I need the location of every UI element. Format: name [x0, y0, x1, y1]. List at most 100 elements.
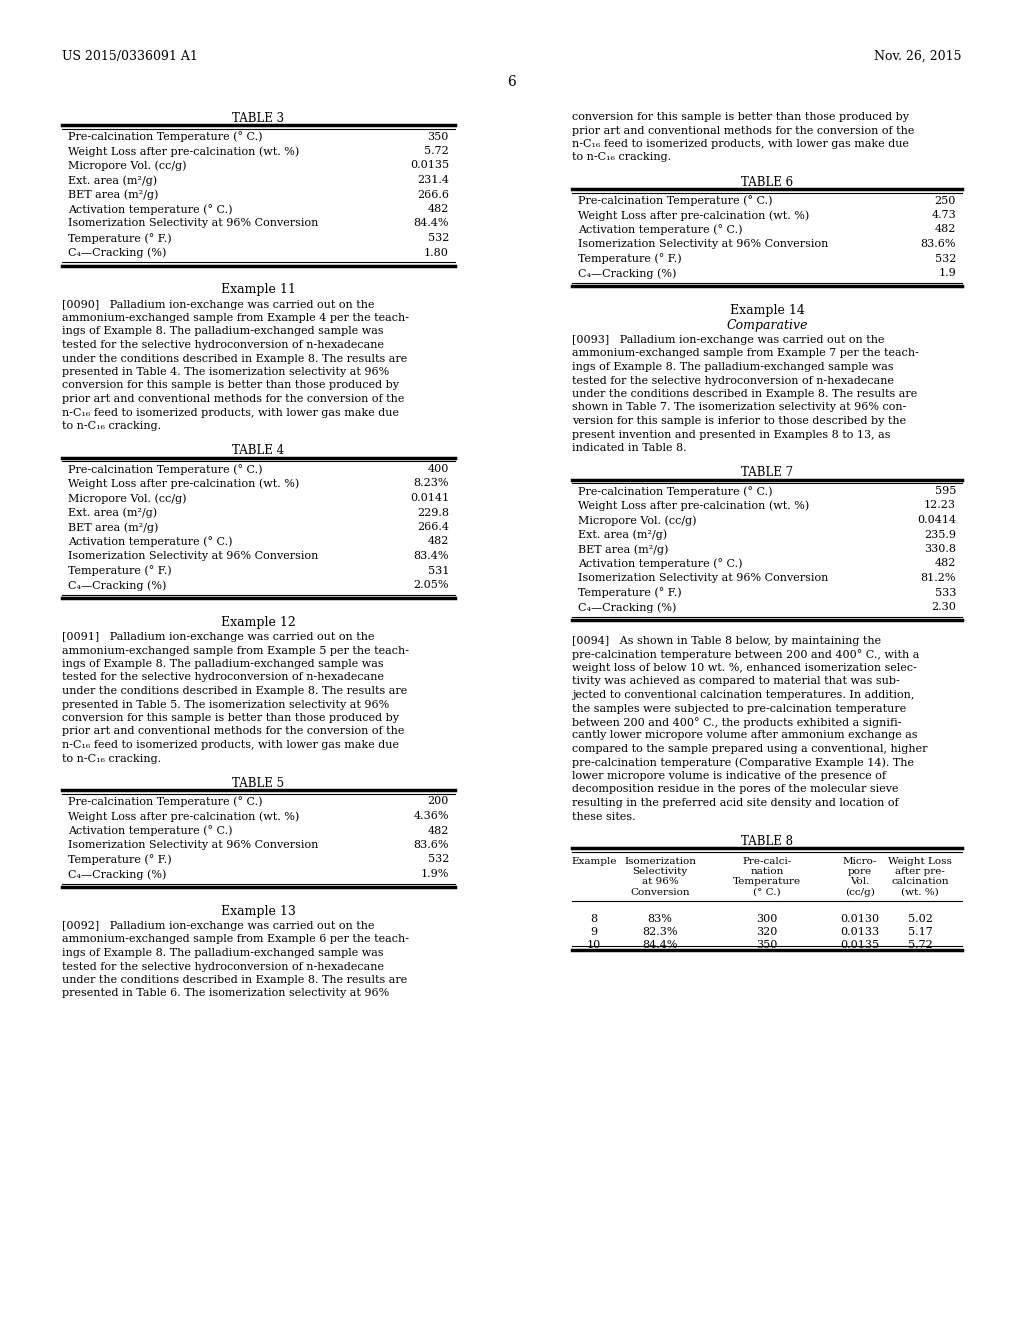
- Text: 1.9%: 1.9%: [421, 869, 449, 879]
- Text: 4.36%: 4.36%: [414, 810, 449, 821]
- Text: Isomerization Selectivity at 96% Conversion: Isomerization Selectivity at 96% Convers…: [68, 550, 318, 561]
- Text: tested for the selective hydroconversion of n-hexadecane: tested for the selective hydroconversion…: [62, 961, 384, 972]
- Text: cantly lower micropore volume after ammonium exchange as: cantly lower micropore volume after ammo…: [572, 730, 918, 741]
- Text: present invention and presented in Examples 8 to 13, as: present invention and presented in Examp…: [572, 429, 891, 440]
- Text: Temperature (° F.): Temperature (° F.): [68, 565, 172, 577]
- Text: Ext. area (m²/g): Ext. area (m²/g): [68, 507, 157, 517]
- Text: shown in Table 7. The isomerization selectivity at 96% con-: shown in Table 7. The isomerization sele…: [572, 403, 906, 412]
- Text: 350: 350: [757, 940, 777, 950]
- Text: 0.0135: 0.0135: [410, 161, 449, 170]
- Text: [0091]   Palladium ion-exchange was carried out on the: [0091] Palladium ion-exchange was carrie…: [62, 632, 375, 642]
- Text: under the conditions described in Example 8. The results are: under the conditions described in Exampl…: [572, 389, 918, 399]
- Text: ammonium-exchanged sample from Example 7 per the teach-: ammonium-exchanged sample from Example 7…: [572, 348, 919, 359]
- Text: Pre-calcination Temperature (° C.): Pre-calcination Temperature (° C.): [578, 195, 772, 206]
- Text: 4.73: 4.73: [931, 210, 956, 220]
- Text: 482: 482: [935, 558, 956, 569]
- Text: to n-C₁₆ cracking.: to n-C₁₆ cracking.: [62, 421, 161, 432]
- Text: C₄—Cracking (%): C₄—Cracking (%): [578, 602, 677, 612]
- Text: Isomerization: Isomerization: [624, 857, 696, 866]
- Text: ammonium-exchanged sample from Example 4 per the teach-: ammonium-exchanged sample from Example 4…: [62, 313, 409, 323]
- Text: 84.4%: 84.4%: [414, 219, 449, 228]
- Text: after pre-: after pre-: [895, 867, 945, 876]
- Text: prior art and conventional methods for the conversion of the: prior art and conventional methods for t…: [62, 393, 404, 404]
- Text: 83%: 83%: [647, 913, 673, 924]
- Text: 5.72: 5.72: [424, 147, 449, 156]
- Text: (° C.): (° C.): [754, 888, 781, 898]
- Text: version for this sample is inferior to those described by the: version for this sample is inferior to t…: [572, 416, 906, 426]
- Text: Selectivity: Selectivity: [633, 867, 688, 876]
- Text: BET area (m²/g): BET area (m²/g): [68, 190, 159, 201]
- Text: 0.0130: 0.0130: [841, 913, 880, 924]
- Text: 595: 595: [935, 486, 956, 496]
- Text: 1.80: 1.80: [424, 248, 449, 257]
- Text: presented in Table 5. The isomerization selectivity at 96%: presented in Table 5. The isomerization …: [62, 700, 389, 710]
- Text: C₄—Cracking (%): C₄—Cracking (%): [68, 579, 166, 590]
- Text: at 96%: at 96%: [642, 878, 678, 887]
- Text: Pre-calcination Temperature (° C.): Pre-calcination Temperature (° C.): [68, 796, 262, 808]
- Text: Activation temperature (° C.): Activation temperature (° C.): [578, 224, 742, 235]
- Text: TABLE 4: TABLE 4: [232, 445, 285, 458]
- Text: 1.9: 1.9: [938, 268, 956, 279]
- Text: nation: nation: [751, 867, 783, 876]
- Text: tested for the selective hydroconversion of n-hexadecane: tested for the selective hydroconversion…: [62, 672, 384, 682]
- Text: 10: 10: [587, 940, 601, 950]
- Text: lower micropore volume is indicative of the presence of: lower micropore volume is indicative of …: [572, 771, 886, 781]
- Text: conversion for this sample is better than those produced by: conversion for this sample is better tha…: [572, 112, 909, 121]
- Text: ings of Example 8. The palladium-exchanged sample was: ings of Example 8. The palladium-exchang…: [62, 326, 384, 337]
- Text: decomposition residue in the pores of the molecular sieve: decomposition residue in the pores of th…: [572, 784, 898, 795]
- Text: 81.2%: 81.2%: [921, 573, 956, 583]
- Text: between 200 and 400° C., the products exhibited a signifi-: between 200 and 400° C., the products ex…: [572, 717, 901, 727]
- Text: calcination: calcination: [891, 878, 949, 887]
- Text: C₄—Cracking (%): C₄—Cracking (%): [578, 268, 677, 279]
- Text: compared to the sample prepared using a conventional, higher: compared to the sample prepared using a …: [572, 744, 928, 754]
- Text: BET area (m²/g): BET area (m²/g): [68, 521, 159, 532]
- Text: 8: 8: [591, 913, 598, 924]
- Text: C₄—Cracking (%): C₄—Cracking (%): [68, 248, 166, 259]
- Text: (cc/g): (cc/g): [845, 888, 874, 898]
- Text: 482: 482: [935, 224, 956, 235]
- Text: pre-calcination temperature between 200 and 400° C., with a: pre-calcination temperature between 200 …: [572, 649, 920, 660]
- Text: TABLE 3: TABLE 3: [232, 112, 285, 125]
- Text: pore: pore: [848, 867, 872, 876]
- Text: Conversion: Conversion: [630, 888, 690, 898]
- Text: ammonium-exchanged sample from Example 5 per the teach-: ammonium-exchanged sample from Example 5…: [62, 645, 409, 656]
- Text: TABLE 8: TABLE 8: [741, 836, 793, 847]
- Text: Isomerization Selectivity at 96% Conversion: Isomerization Selectivity at 96% Convers…: [578, 573, 828, 583]
- Text: TABLE 5: TABLE 5: [232, 777, 285, 789]
- Text: n-C₁₆ feed to isomerized products, with lower gas make due: n-C₁₆ feed to isomerized products, with …: [62, 741, 399, 750]
- Text: C₄—Cracking (%): C₄—Cracking (%): [68, 869, 166, 879]
- Text: under the conditions described in Example 8. The results are: under the conditions described in Exampl…: [62, 354, 408, 363]
- Text: conversion for this sample is better than those produced by: conversion for this sample is better tha…: [62, 713, 399, 723]
- Text: 532: 532: [935, 253, 956, 264]
- Text: Weight Loss: Weight Loss: [888, 857, 952, 866]
- Text: ings of Example 8. The palladium-exchanged sample was: ings of Example 8. The palladium-exchang…: [572, 362, 894, 372]
- Text: Example 11: Example 11: [221, 284, 296, 297]
- Text: Nov. 26, 2015: Nov. 26, 2015: [874, 50, 962, 63]
- Text: Weight Loss after pre-calcination (wt. %): Weight Loss after pre-calcination (wt. %…: [68, 147, 299, 157]
- Text: 266.4: 266.4: [417, 521, 449, 532]
- Text: [0092]   Palladium ion-exchange was carried out on the: [0092] Palladium ion-exchange was carrie…: [62, 921, 375, 931]
- Text: 2.05%: 2.05%: [414, 579, 449, 590]
- Text: US 2015/0336091 A1: US 2015/0336091 A1: [62, 50, 198, 63]
- Text: [0090]   Palladium ion-exchange was carried out on the: [0090] Palladium ion-exchange was carrie…: [62, 300, 375, 309]
- Text: [0093]   Palladium ion-exchange was carried out on the: [0093] Palladium ion-exchange was carrie…: [572, 335, 885, 345]
- Text: n-C₁₆ feed to isomerized products, with lower gas make due: n-C₁₆ feed to isomerized products, with …: [572, 139, 909, 149]
- Text: [0094]   As shown in Table 8 below, by maintaining the: [0094] As shown in Table 8 below, by mai…: [572, 636, 881, 645]
- Text: Activation temperature (° C.): Activation temperature (° C.): [68, 536, 232, 548]
- Text: 482: 482: [428, 205, 449, 214]
- Text: presented in Table 4. The isomerization selectivity at 96%: presented in Table 4. The isomerization …: [62, 367, 389, 378]
- Text: 350: 350: [428, 132, 449, 141]
- Text: Weight Loss after pre-calcination (wt. %): Weight Loss after pre-calcination (wt. %…: [68, 810, 299, 821]
- Text: Ext. area (m²/g): Ext. area (m²/g): [578, 529, 667, 540]
- Text: Micropore Vol. (cc/g): Micropore Vol. (cc/g): [578, 515, 696, 525]
- Text: Isomerization Selectivity at 96% Conversion: Isomerization Selectivity at 96% Convers…: [68, 840, 318, 850]
- Text: 9: 9: [591, 927, 598, 937]
- Text: Example 12: Example 12: [221, 616, 296, 630]
- Text: tested for the selective hydroconversion of n-hexadecane: tested for the selective hydroconversion…: [572, 375, 894, 385]
- Text: Activation temperature (° C.): Activation temperature (° C.): [578, 558, 742, 569]
- Text: 400: 400: [428, 465, 449, 474]
- Text: prior art and conventional methods for the conversion of the: prior art and conventional methods for t…: [572, 125, 914, 136]
- Text: (wt. %): (wt. %): [901, 888, 939, 898]
- Text: Temperature (° F.): Temperature (° F.): [578, 587, 682, 598]
- Text: 5.02: 5.02: [907, 913, 933, 924]
